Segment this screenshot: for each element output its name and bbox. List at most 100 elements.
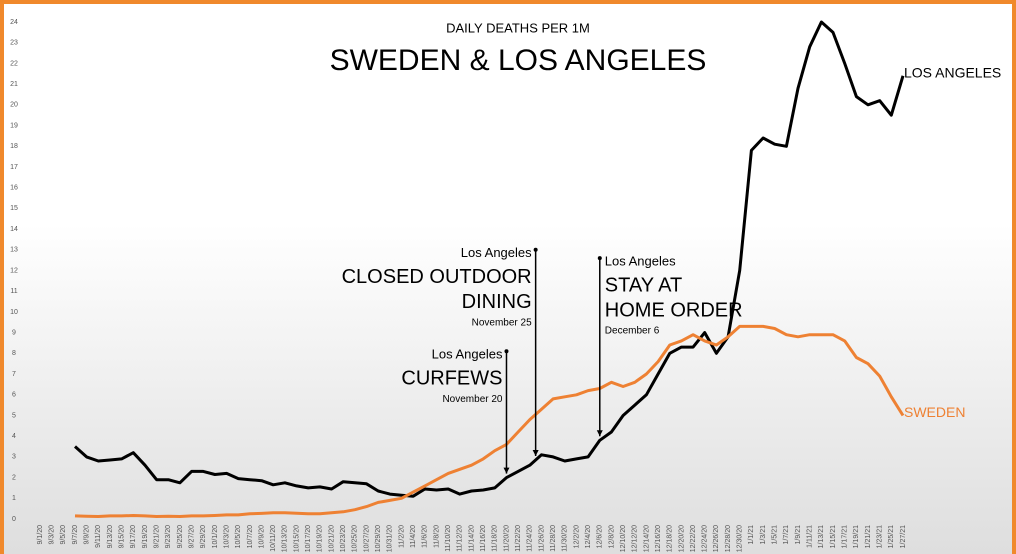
x-tick-label: 12/26/20 (713, 525, 720, 552)
x-tick-label: 12/20/20 (678, 525, 685, 552)
annotation-text: CURFEWS (401, 368, 502, 390)
x-tick-label: 11/24/20 (527, 525, 534, 552)
y-tick-label: 1 (12, 495, 16, 502)
annotation-label: Los Angeles (432, 347, 503, 362)
x-tick-label: 11/14/20 (468, 525, 475, 552)
x-tick-label: 10/15/20 (293, 525, 300, 552)
annotation-arrow (532, 449, 539, 456)
x-tick-label: 11/8/20 (433, 525, 440, 548)
x-tick-label: 12/10/20 (620, 525, 627, 552)
chart-subtitle: DAILY DEATHS PER 1M (446, 20, 590, 35)
y-tick-label: 21 (10, 81, 18, 88)
annotation-label: Los Angeles (461, 245, 532, 260)
x-tick-label: 1/1/21 (748, 525, 755, 545)
annotation-date: November 20 (442, 394, 502, 405)
series-label: SWEDEN (904, 404, 965, 420)
x-tick-label: 11/12/20 (457, 525, 464, 552)
x-tick-label: 11/10/20 (445, 525, 452, 552)
x-tick-label: 1/27/21 (900, 525, 907, 548)
x-tick-label: 1/15/21 (830, 525, 837, 548)
x-tick-label: 12/8/20 (608, 525, 615, 548)
annotation-arrow (596, 430, 603, 437)
y-tick-label: 12 (10, 267, 18, 274)
x-tick-label: 11/28/20 (550, 525, 557, 552)
x-tick-label: 12/28/20 (725, 525, 732, 552)
y-tick-label: 24 (10, 19, 18, 26)
x-tick-label: 11/4/20 (410, 525, 417, 548)
y-tick-label: 6 (12, 392, 16, 399)
annotation-dot (597, 256, 602, 261)
x-tick-label: 9/9/20 (83, 525, 90, 545)
y-tick-label: 2 (12, 474, 16, 481)
chart-title: SWEDEN & LOS ANGELES (330, 44, 707, 77)
y-tick-label: 15 (10, 205, 18, 212)
annotation-dot (504, 349, 509, 354)
x-tick-label: 10/13/20 (282, 525, 289, 552)
y-tick-label: 18 (10, 143, 18, 150)
x-tick-label: 1/7/21 (783, 525, 790, 545)
x-tick-label: 10/25/20 (352, 525, 359, 552)
x-tick-label: 10/3/20 (223, 525, 230, 548)
x-tick-label: 9/3/20 (49, 525, 56, 545)
y-tick-label: 0 (12, 516, 16, 523)
annotation-text: DINING (462, 291, 532, 313)
x-tick-label: 1/23/21 (877, 525, 884, 548)
x-tick-label: 1/3/21 (760, 525, 767, 545)
series-label: LOS ANGELES (904, 65, 1001, 81)
y-tick-label: 7 (12, 371, 16, 378)
annotation-text: STAY AT (605, 274, 682, 296)
x-tick-label: 12/16/20 (655, 525, 662, 552)
x-tick-label: 9/13/20 (107, 525, 114, 548)
y-tick-label: 17 (10, 164, 18, 171)
annotation-text: HOME ORDER (605, 299, 743, 321)
y-tick-label: 3 (12, 454, 16, 461)
y-tick-label: 5 (12, 412, 16, 419)
y-tick-label: 14 (10, 226, 18, 233)
x-tick-label: 11/16/20 (480, 525, 487, 552)
y-tick-label: 8 (12, 350, 16, 357)
y-tick-label: 11 (10, 288, 17, 295)
x-tick-label: 9/29/20 (200, 525, 207, 548)
x-tick-label: 12/24/20 (702, 525, 709, 552)
x-tick-label: 12/22/20 (690, 525, 697, 552)
annotation-date: December 6 (605, 326, 660, 337)
x-tick-label: 12/18/20 (667, 525, 674, 552)
x-tick-label: 11/22/20 (515, 525, 522, 552)
x-tick-label: 12/6/20 (597, 525, 604, 548)
x-tick-label: 10/29/20 (375, 525, 382, 552)
x-tick-label: 9/5/20 (60, 525, 67, 545)
x-tick-label: 12/2/20 (573, 525, 580, 548)
x-tick-label: 11/18/20 (492, 525, 499, 552)
x-tick-label: 10/17/20 (305, 525, 312, 552)
x-tick-label: 1/17/21 (842, 525, 849, 548)
y-tick-label: 23 (10, 40, 18, 47)
y-tick-label: 4 (12, 433, 16, 440)
annotation-dot (533, 247, 538, 252)
y-tick-label: 10 (10, 309, 18, 316)
y-tick-label: 19 (10, 122, 18, 129)
x-tick-label: 1/5/21 (772, 525, 779, 545)
annotation-date: November 25 (472, 317, 532, 328)
x-tick-label: 11/30/20 (562, 525, 569, 552)
x-tick-label: 1/19/21 (853, 525, 860, 548)
x-tick-label: 11/6/20 (422, 525, 429, 548)
x-tick-label: 10/1/20 (212, 525, 219, 548)
x-tick-label: 10/31/20 (387, 525, 394, 552)
x-tick-label: 12/14/20 (643, 525, 650, 552)
x-tick-label: 10/9/20 (258, 525, 265, 548)
x-tick-label: 10/23/20 (340, 525, 347, 552)
x-tick-label: 12/4/20 (585, 525, 592, 548)
x-tick-label: 1/21/21 (865, 525, 872, 548)
x-tick-label: 9/11/20 (95, 525, 102, 548)
x-tick-label: 9/19/20 (142, 525, 149, 548)
x-tick-label: 10/27/20 (363, 525, 370, 552)
x-tick-label: 11/26/20 (538, 525, 545, 552)
x-tick-label: 1/13/21 (818, 525, 825, 548)
x-tick-label: 12/12/20 (632, 525, 639, 552)
x-tick-label: 10/7/20 (247, 525, 254, 548)
y-tick-label: 20 (10, 102, 18, 109)
x-tick-label: 11/2/20 (398, 525, 405, 548)
x-tick-label: 10/21/20 (328, 525, 335, 552)
